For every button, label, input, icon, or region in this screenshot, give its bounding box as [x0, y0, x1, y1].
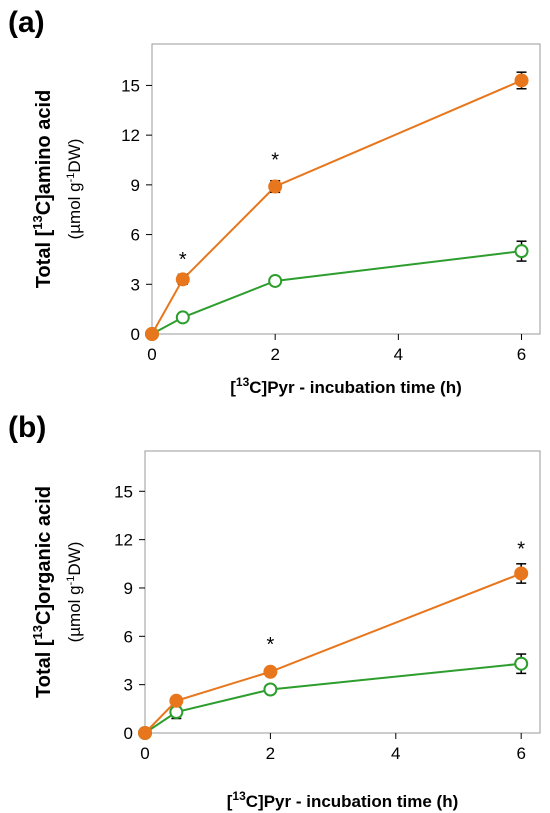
panel-a-y-axis-unit-sup: -1: [65, 173, 77, 183]
panel-b-significance-star: *: [266, 634, 274, 656]
panel-a-series-filled-point: [514, 73, 529, 88]
panel-b-x-axis-label-pre: [: [227, 792, 233, 811]
panel-b-x-axis-label-post: C]Pyr - incubation time (h): [246, 792, 459, 811]
panel-a-xtick-label: 6: [517, 345, 526, 364]
panel-a-y-axis-unit-pre: (µmol g: [65, 182, 84, 239]
panel-b-xtick-label: 4: [391, 744, 400, 763]
panel-b-xtick-label: 6: [516, 744, 525, 763]
panel-b-y-axis-label-post: C]organic acid: [33, 486, 55, 625]
panel-b-y-axis-unit-pre: (µmol g: [65, 585, 84, 642]
panel-b-series-open-point: [263, 682, 278, 697]
panel-b-series-filled-point: [263, 664, 278, 679]
panel-a-series-filled-point: [145, 327, 159, 341]
panel-b-ytick-label: 12: [114, 531, 133, 550]
panel-b-letter: (b): [8, 411, 46, 444]
panel-b-ytick-label: 0: [124, 724, 133, 743]
panel-b-ytick-label: 9: [124, 579, 133, 598]
panel-b-series-filled-point: [514, 566, 529, 581]
panel-b-series-filled-line: [144, 572, 522, 734]
panel-a-y-axis-unit: (µmol g-1DW): [65, 139, 84, 240]
panel-b-series-open-line: [144, 662, 522, 734]
panel-b-y-axis-label: Total [13C]organic acid: [30, 486, 55, 698]
panel-a-letter: (a): [8, 6, 45, 39]
panel-a-significance-star: *: [179, 249, 187, 271]
panel-a-series-filled-line: [151, 79, 522, 335]
panel-a-ytick-label: 12: [121, 126, 140, 145]
panel-a-significance-star: *: [271, 149, 279, 171]
panel-b-y-axis-unit: (µmol g-1DW): [65, 542, 84, 643]
panel-a-series-filled-point: [268, 179, 283, 194]
panel-a-series-filled-point: [175, 272, 190, 287]
panel-a-plot-frame: [151, 43, 541, 335]
panel-a-xtick-label: 4: [394, 345, 403, 364]
panel-a-ytick-label: 15: [121, 76, 140, 95]
panel-b-y-axis-label-pre: Total [: [33, 639, 55, 698]
panel-b-ytick-label: 6: [124, 627, 133, 646]
panel-b-x-axis-label-sup: 13: [232, 789, 246, 803]
panel-a-y-axis-label-sup: 13: [30, 215, 45, 229]
panel-b-series-open-point: [169, 705, 184, 720]
panel-a-series-open-point: [268, 273, 283, 288]
panel-a-series-open-point: [514, 244, 529, 259]
panel-b-significance-star: *: [517, 539, 525, 561]
panel-b-series-filled-point: [169, 693, 184, 708]
panel-b-ytick-label: 3: [124, 676, 133, 695]
panel-b-ytick-label: 15: [114, 482, 133, 501]
panel-b-y-axis-unit-sup: -1: [65, 576, 77, 586]
panel-a-y-axis-label-pre: Total [: [33, 229, 55, 288]
panel-a-x-axis-label: [13C]Pyr - incubation time (h): [230, 375, 462, 397]
panel-b-series-filled-point: [138, 726, 152, 740]
panel-a-y-axis-label: Total [13C]amino acid: [30, 90, 55, 289]
panel-b-xtick-label: 0: [140, 744, 149, 763]
panel-b-series-open-point: [514, 656, 529, 671]
panel-a-series-open-line: [151, 250, 522, 335]
panel-a-x-axis-label-pre: [: [230, 378, 236, 397]
panel-a-x-axis-label-post: C]Pyr - incubation time (h): [249, 378, 462, 397]
panel-a-series-open-point: [175, 310, 190, 325]
panel-a-ytick-label: 3: [131, 275, 140, 294]
panel-a-ytick-label: 6: [131, 226, 140, 245]
panel-b-y-axis-label-sup: 13: [30, 625, 45, 639]
panel-b-plot-frame: [144, 450, 541, 734]
panel-a-y-axis-label-post: C]amino acid: [33, 90, 55, 216]
panel-a-ytick-label: 0: [131, 325, 140, 344]
panel-b-x-axis-label: [13C]Pyr - incubation time (h): [227, 789, 459, 811]
panel-a-y-axis-unit-post: DW): [65, 139, 84, 173]
panel-b-xtick-label: 2: [266, 744, 275, 763]
panel-b-y-axis-unit-post: DW): [65, 542, 84, 576]
panel-a-ytick-label: 9: [131, 176, 140, 195]
panel-a-x-axis-label-sup: 13: [236, 375, 250, 389]
panel-a-xtick-label: 0: [147, 345, 156, 364]
panel-a-xtick-label: 2: [270, 345, 279, 364]
